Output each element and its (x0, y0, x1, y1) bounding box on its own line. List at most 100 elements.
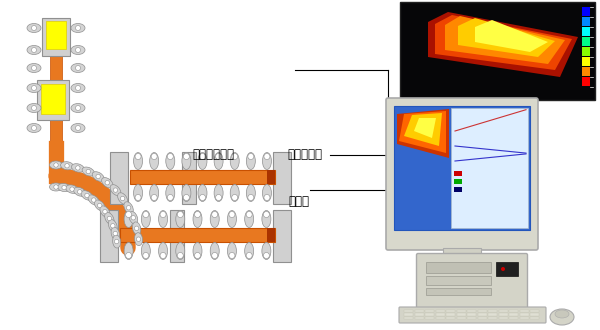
Circle shape (115, 239, 119, 244)
Circle shape (131, 215, 136, 220)
Bar (425, 316, 434, 319)
Bar (499, 310, 508, 312)
Bar (499, 313, 508, 315)
Ellipse shape (262, 243, 271, 259)
Ellipse shape (27, 104, 41, 113)
Bar (454, 179, 462, 184)
Bar (170, 210, 184, 262)
Bar (436, 316, 445, 319)
Circle shape (151, 194, 157, 201)
Circle shape (54, 163, 58, 167)
Circle shape (184, 153, 190, 159)
Ellipse shape (245, 211, 254, 227)
Ellipse shape (176, 243, 185, 259)
Bar (454, 187, 462, 192)
Ellipse shape (124, 243, 133, 259)
Polygon shape (435, 15, 572, 70)
FancyBboxPatch shape (386, 98, 538, 250)
Bar (443, 248, 481, 258)
Bar (110, 152, 128, 204)
Bar (509, 310, 518, 312)
Bar (415, 313, 424, 315)
Polygon shape (404, 113, 442, 146)
Polygon shape (428, 12, 578, 77)
Circle shape (76, 125, 80, 130)
Circle shape (32, 25, 37, 30)
Circle shape (194, 212, 200, 217)
Circle shape (127, 206, 131, 210)
Circle shape (103, 210, 107, 214)
Bar (582, 27, 590, 36)
Bar (400, 2, 595, 100)
Circle shape (501, 267, 505, 271)
Bar (182, 152, 196, 204)
Bar (426, 276, 491, 285)
Ellipse shape (555, 310, 569, 318)
Ellipse shape (245, 243, 254, 259)
Ellipse shape (124, 211, 133, 227)
Ellipse shape (27, 46, 41, 54)
Bar (457, 313, 466, 315)
Bar (488, 313, 497, 315)
Ellipse shape (214, 152, 223, 170)
Bar (520, 316, 529, 319)
Ellipse shape (94, 200, 105, 211)
Bar (426, 262, 491, 273)
Bar (273, 152, 291, 204)
Ellipse shape (81, 191, 93, 200)
Circle shape (232, 153, 238, 159)
Bar (496, 262, 518, 276)
Ellipse shape (58, 183, 71, 192)
Circle shape (76, 65, 80, 71)
Ellipse shape (109, 219, 117, 232)
Bar (394, 106, 530, 230)
Bar (582, 37, 590, 46)
Circle shape (248, 153, 254, 159)
Bar (404, 313, 413, 315)
Bar (488, 316, 497, 319)
Circle shape (110, 224, 115, 228)
Circle shape (167, 194, 173, 201)
Ellipse shape (118, 193, 128, 204)
Bar (426, 288, 491, 295)
Circle shape (85, 193, 89, 198)
Ellipse shape (27, 83, 41, 92)
Ellipse shape (92, 172, 104, 181)
Bar (446, 316, 455, 319)
Circle shape (91, 198, 96, 202)
Circle shape (32, 48, 37, 52)
Ellipse shape (71, 63, 85, 73)
Text: 圧カセンサ: 圧カセンサ (287, 148, 323, 161)
Ellipse shape (158, 211, 167, 227)
Bar (100, 210, 118, 262)
Circle shape (86, 169, 91, 174)
Circle shape (136, 237, 141, 241)
Circle shape (143, 212, 149, 217)
Bar (582, 67, 590, 76)
Polygon shape (458, 18, 555, 57)
Circle shape (107, 216, 112, 221)
Ellipse shape (71, 46, 85, 54)
Bar (446, 313, 455, 315)
Ellipse shape (50, 161, 62, 169)
Ellipse shape (230, 152, 239, 170)
Ellipse shape (74, 187, 86, 196)
Bar (582, 17, 590, 26)
Bar (478, 316, 487, 319)
Bar (467, 316, 476, 319)
Circle shape (263, 252, 269, 258)
Ellipse shape (193, 243, 202, 259)
Circle shape (125, 252, 131, 258)
Bar (499, 316, 508, 319)
Ellipse shape (27, 63, 41, 73)
Circle shape (62, 185, 66, 190)
Bar (415, 316, 424, 319)
Bar (457, 310, 466, 312)
Ellipse shape (182, 184, 191, 202)
Ellipse shape (198, 152, 207, 170)
Circle shape (105, 181, 109, 185)
Circle shape (246, 252, 252, 258)
Circle shape (76, 25, 80, 30)
Bar (478, 310, 487, 312)
Bar (467, 313, 476, 315)
